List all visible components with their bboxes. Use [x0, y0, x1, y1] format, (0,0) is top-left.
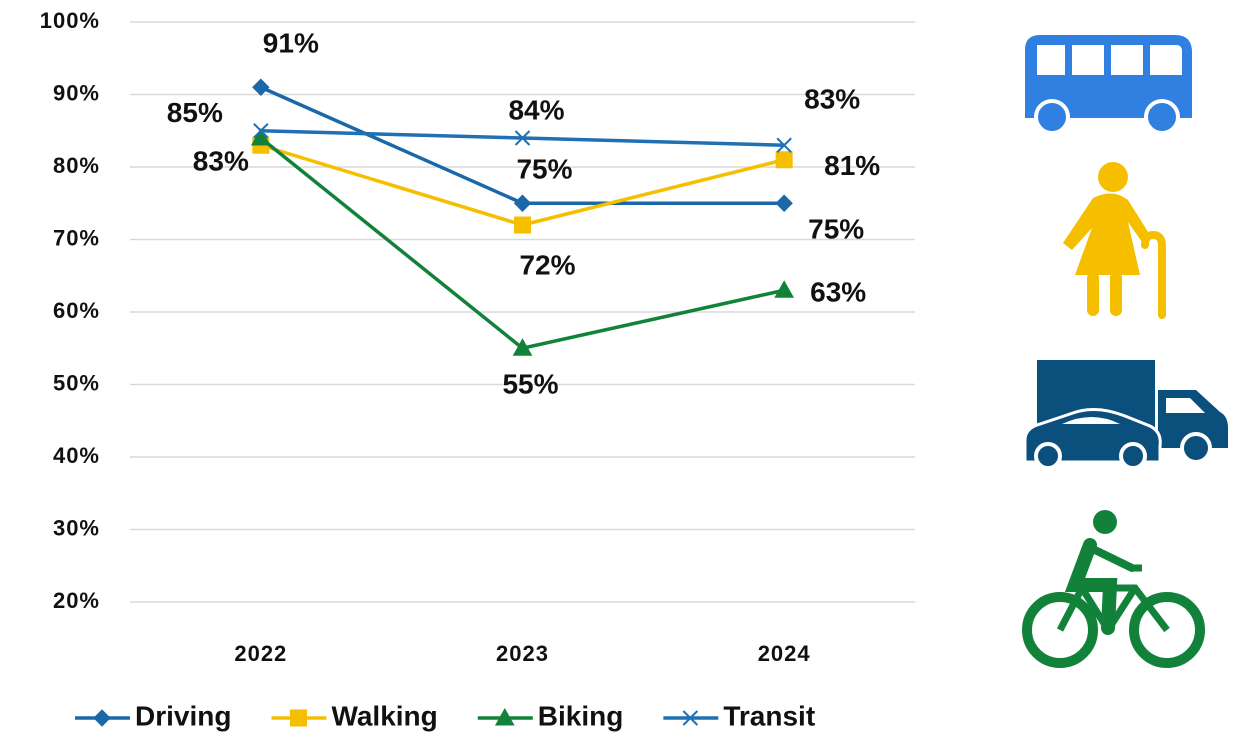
- y-tick-label: 90%: [53, 80, 100, 105]
- data-label: 84%: [508, 94, 564, 125]
- series: 85% 84% 83%: [167, 84, 860, 153]
- legend-label: Walking: [331, 700, 437, 731]
- marker: [512, 338, 533, 356]
- data-label: 75%: [516, 154, 572, 185]
- y-tick-label: 80%: [53, 153, 100, 178]
- marker: [776, 137, 792, 153]
- marker: [253, 123, 269, 139]
- x-tick-label: 2024: [758, 641, 811, 666]
- marker: [774, 280, 795, 298]
- bus-icon: [1025, 35, 1192, 135]
- y-tick-label: 40%: [53, 443, 100, 468]
- data-label: 72%: [519, 249, 575, 280]
- x-tick-label: 2022: [234, 641, 287, 666]
- legend-label: Transit: [723, 700, 815, 731]
- y-tick-label: 100%: [40, 8, 100, 33]
- data-label: 75%: [808, 214, 864, 245]
- marker: [514, 216, 531, 234]
- bicycle-icon: [1022, 510, 1205, 668]
- data-label: 55%: [502, 369, 558, 400]
- y-tick-label: 70%: [53, 225, 100, 250]
- marker: [93, 709, 111, 727]
- data-label: 63%: [810, 277, 866, 308]
- legend-label: Biking: [538, 700, 624, 731]
- data-label: 91%: [263, 28, 319, 59]
- data-label: 83%: [193, 146, 249, 177]
- marker: [494, 707, 515, 726]
- marker: [514, 130, 531, 146]
- y-tick-label: 20%: [53, 588, 100, 613]
- marker: [513, 194, 532, 212]
- data-label: 81%: [824, 150, 880, 181]
- marker: [775, 194, 793, 212]
- marker: [250, 127, 271, 146]
- series: 91% 75% 75%: [252, 28, 864, 245]
- data-label: 83%: [804, 84, 860, 115]
- legend-label: Driving: [135, 700, 231, 731]
- y-tick-label: 50%: [53, 370, 100, 395]
- marker: [289, 709, 307, 727]
- marker: [682, 710, 699, 726]
- vehicle-icon: [1023, 360, 1228, 470]
- data-label: 85%: [167, 97, 223, 128]
- marker: [252, 78, 270, 96]
- y-tick-label: 60%: [53, 298, 100, 323]
- y-tick-label: 30%: [53, 515, 100, 540]
- x-tick-label: 2023: [496, 641, 549, 666]
- series: 55% 63%: [250, 127, 866, 400]
- pedestrian-icon: [1063, 162, 1166, 319]
- icons: [1022, 35, 1228, 668]
- marker: [775, 151, 793, 169]
